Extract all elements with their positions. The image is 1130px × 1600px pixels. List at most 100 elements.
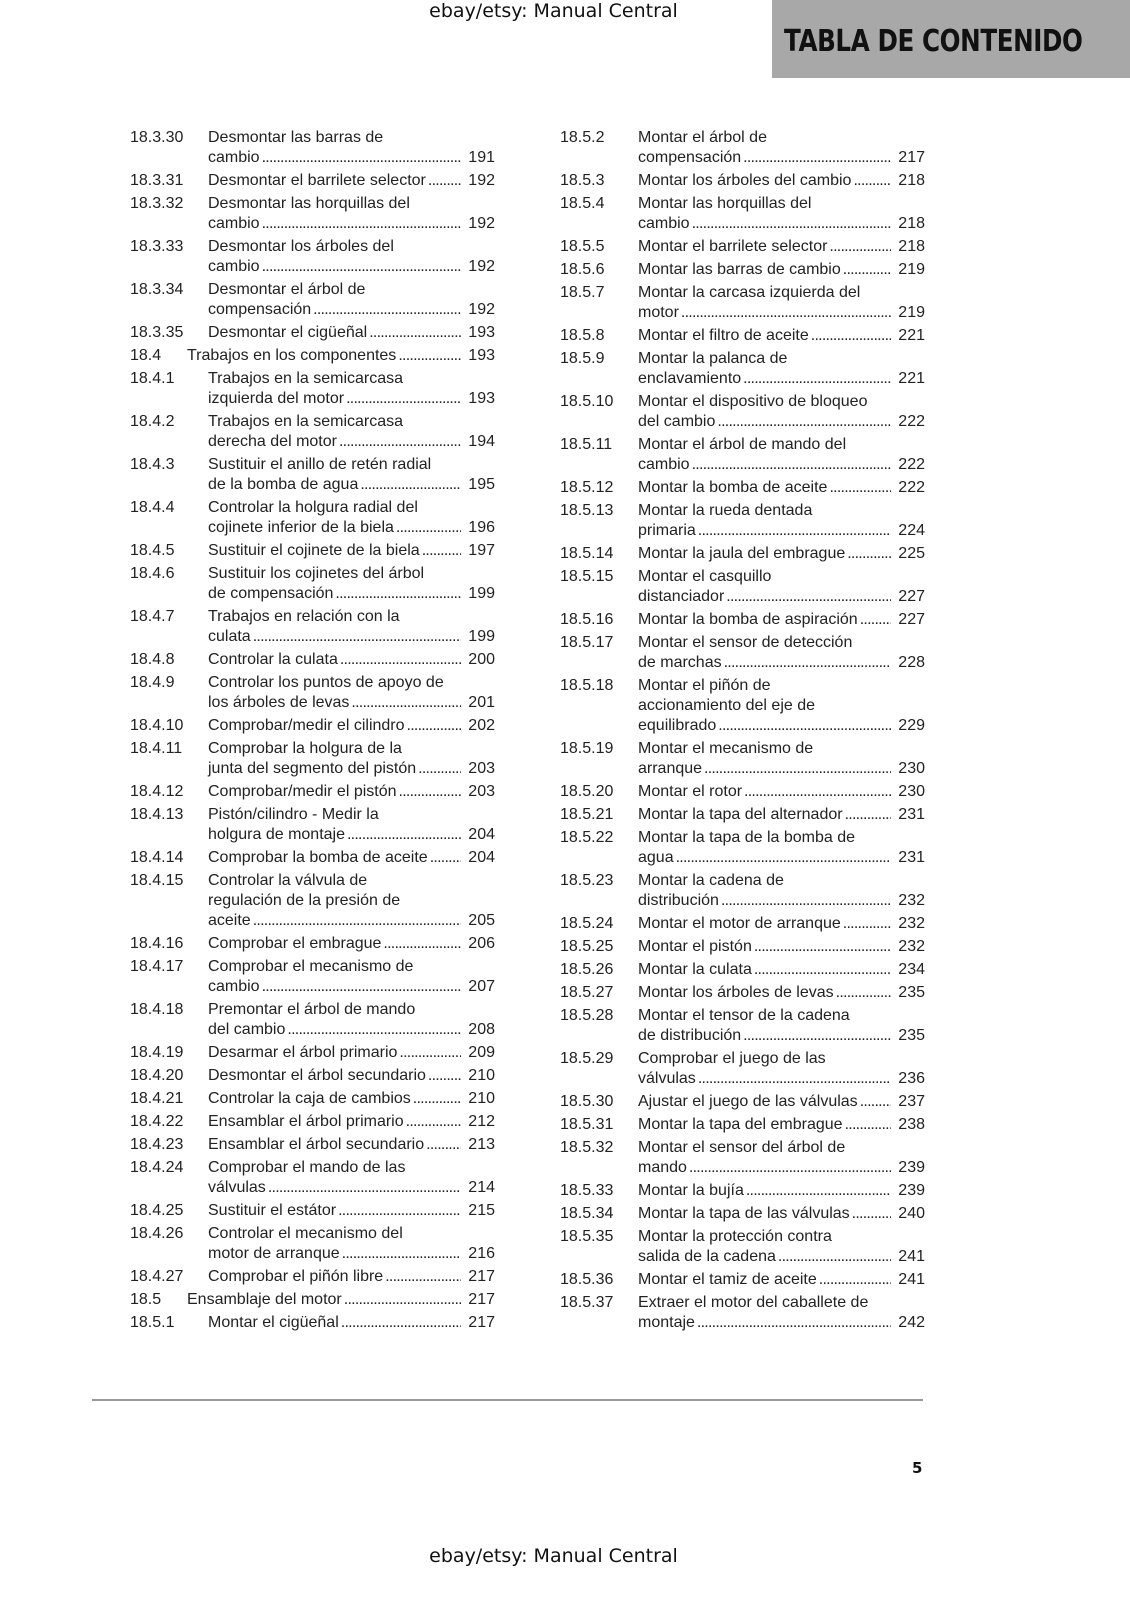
page-ref[interactable]: 192 [468,301,495,318]
page-ref[interactable]: 232 [898,915,925,932]
page-ref[interactable]: 193 [468,347,495,364]
page-ref[interactable]: 227 [898,611,925,628]
page-ref[interactable]: 204 [468,826,495,843]
toc-entry[interactable]: 18.4.12 Comprobar/medir el pistón 203 [130,782,495,802]
page-ref[interactable]: 230 [898,783,925,800]
toc-entry[interactable]: 18.4.14 Comprobar la bomba de aceite 204 [130,848,495,868]
toc-entry[interactable]: 18.5 Ensamblaje del motor 217 [130,1290,495,1310]
toc-entry[interactable]: 18.5.8 Montar el filtro de aceite 221 [560,326,925,346]
page-ref[interactable]: 237 [898,1093,925,1110]
page-ref[interactable]: 217 [468,1268,495,1285]
page-ref[interactable]: 194 [468,433,495,450]
toc-entry[interactable]: 18.4.18 Premontar el árbol de mando del ca… [130,1000,495,1040]
toc-entry[interactable]: 18.4.3 Sustituir el anillo de retén radia… [130,455,495,495]
toc-entry[interactable]: 18.5.26 Montar la culata 234 [560,960,925,980]
toc-entry[interactable]: 18.4.17 Comprobar el mecanismo de cambio 20… [130,957,495,997]
toc-entry[interactable]: 18.5.13 Montar la rueda dentada primaria 22… [560,501,925,541]
toc-entry[interactable]: 18.5.29 Comprobar el juego de las válvulas… [560,1049,925,1089]
toc-entry[interactable]: 18.4.7 Trabajos en relación con la culata 1… [130,607,495,647]
toc-entry[interactable]: 18.5.18 Montar el piñón de accionamiento d… [560,676,925,736]
page-ref[interactable]: 218 [898,238,925,255]
page-ref[interactable]: 207 [468,978,495,995]
toc-entry[interactable]: 18.5.20 Montar el rotor 230 [560,782,925,802]
page-ref[interactable]: 199 [468,585,495,602]
toc-entry[interactable]: 18.5.19 Montar el mecanismo de arranque 230 [560,739,925,779]
page-ref[interactable]: 213 [468,1136,495,1153]
page-ref[interactable]: 192 [468,172,495,189]
page-ref[interactable]: 193 [468,324,495,341]
page-ref[interactable]: 229 [898,717,925,734]
page-ref[interactable]: 227 [898,588,925,605]
toc-entry[interactable]: 18.5.25 Montar el pistón 232 [560,937,925,957]
page-ref[interactable]: 231 [898,806,925,823]
toc-entry[interactable]: 18.4.21 Controlar la caja de cambios 210 [130,1089,495,1109]
page-ref[interactable]: 235 [898,1027,925,1044]
toc-entry[interactable]: 18.5.30 Ajustar el juego de las válvulas 2… [560,1092,925,1112]
page-ref[interactable]: 219 [898,304,925,321]
toc-entry[interactable]: 18.5.9 Montar la palanca de enclavamiento 2… [560,349,925,389]
toc-entry[interactable]: 18.4.1 Trabajos en la semicarcasa izquierd… [130,369,495,409]
toc-entry[interactable]: 18.5.14 Montar la jaula del embrague 225 [560,544,925,564]
toc-entry[interactable]: 18.5.37 Extraer el motor del caballete de… [560,1293,925,1333]
toc-entry[interactable]: 18.4.11 Comprobar la holgura de la junta d… [130,739,495,779]
toc-entry[interactable]: 18.5.17 Montar el sensor de detección de m… [560,633,925,673]
page-ref[interactable]: 199 [468,628,495,645]
toc-entry[interactable]: 18.4.6 Sustituir los cojinetes del árbol d… [130,564,495,604]
page-ref[interactable]: 230 [898,760,925,777]
toc-entry[interactable]: 18.4.4 Controlar la holgura radial del coj… [130,498,495,538]
page-ref[interactable]: 222 [898,456,925,473]
toc-entry[interactable]: 18.5.10 Montar el dispositivo de bloqueo d… [560,392,925,432]
toc-entry[interactable]: 18.5.32 Montar el sensor del árbol de mand… [560,1138,925,1178]
toc-entry[interactable]: 18.4.5 Sustituir el cojinete de la biela 1… [130,541,495,561]
page-ref[interactable]: 221 [898,327,925,344]
page-ref[interactable]: 218 [898,172,925,189]
page-ref[interactable]: 193 [468,390,495,407]
page-ref[interactable]: 238 [898,1116,925,1133]
page-ref[interactable]: 241 [898,1248,925,1265]
toc-entry[interactable]: 18.4 Trabajos en los componentes 193 [130,346,495,366]
toc-entry[interactable]: 18.4.15 Controlar la válvula de regulación… [130,871,495,931]
page-ref[interactable]: 205 [468,912,495,929]
page-ref[interactable]: 214 [468,1179,495,1196]
page-ref[interactable]: 203 [468,760,495,777]
page-ref[interactable]: 222 [898,479,925,496]
toc-entry[interactable]: 18.4.26 Controlar el mecanismo del motor d… [130,1224,495,1264]
page-ref[interactable]: 192 [468,258,495,275]
toc-entry[interactable]: 18.5.21 Montar la tapa del alternador 231 [560,805,925,825]
toc-entry[interactable]: 18.5.4 Montar las horquillas del cambio 218 [560,194,925,234]
page-ref[interactable]: 217 [898,149,925,166]
page-ref[interactable]: 217 [468,1291,495,1308]
toc-entry[interactable]: 18.4.9 Controlar los puntos de apoyo de lo… [130,673,495,713]
page-ref[interactable]: 192 [468,215,495,232]
toc-entry[interactable]: 18.3.35 Desmontar el cigüeñal 193 [130,323,495,343]
page-ref[interactable]: 217 [468,1314,495,1331]
page-ref[interactable]: 232 [898,938,925,955]
page-ref[interactable]: 206 [468,935,495,952]
page-ref[interactable]: 241 [898,1271,925,1288]
toc-entry[interactable]: 18.5.34 Montar la tapa de las válvulas 240 [560,1204,925,1224]
page-ref[interactable]: 197 [468,542,495,559]
toc-entry[interactable]: 18.4.8 Controlar la culata 200 [130,650,495,670]
page-ref[interactable]: 235 [898,984,925,1001]
toc-entry[interactable]: 18.4.23 Ensamblar el árbol secundario 213 [130,1135,495,1155]
page-ref[interactable]: 204 [468,849,495,866]
page-ref[interactable]: 239 [898,1159,925,1176]
page-ref[interactable]: 218 [898,215,925,232]
page-ref[interactable]: 210 [468,1067,495,1084]
toc-entry[interactable]: 18.5.35 Montar la protección contra salida… [560,1227,925,1267]
page-ref[interactable]: 224 [898,522,925,539]
toc-entry[interactable]: 18.3.33 Desmontar los árboles del cambio 19… [130,237,495,277]
toc-entry[interactable]: 18.4.22 Ensamblar el árbol primario 212 [130,1112,495,1132]
toc-entry[interactable]: 18.3.31 Desmontar el barrilete selector 19… [130,171,495,191]
toc-entry[interactable]: 18.5.3 Montar los árboles del cambio 218 [560,171,925,191]
toc-entry[interactable]: 18.3.34 Desmontar el árbol de compensación… [130,280,495,320]
page-ref[interactable]: 209 [468,1044,495,1061]
page-ref[interactable]: 240 [898,1205,925,1222]
toc-entry[interactable]: 18.5.11 Montar el árbol de mando del cambi… [560,435,925,475]
page-ref[interactable]: 231 [898,849,925,866]
page-ref[interactable]: 203 [468,783,495,800]
page-ref[interactable]: 200 [468,651,495,668]
toc-entry[interactable]: 18.5.33 Montar la bujía 239 [560,1181,925,1201]
toc-entry[interactable]: 18.5.2 Montar el árbol de compensación 217 [560,128,925,168]
toc-entry[interactable]: 18.5.12 Montar la bomba de aceite 222 [560,478,925,498]
